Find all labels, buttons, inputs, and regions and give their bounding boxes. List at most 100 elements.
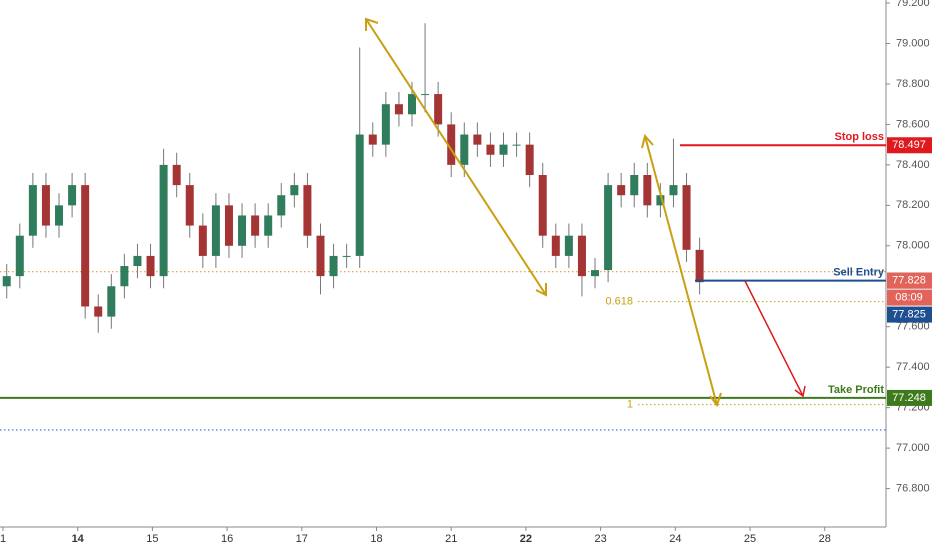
candle-body — [251, 215, 260, 236]
price-tag-label: 08:09 — [895, 292, 923, 304]
y-tick-label: 77.400 — [896, 361, 930, 373]
price-tag — [887, 306, 932, 323]
y-tick-label: 79.200 — [896, 0, 930, 9]
target-arrow — [744, 280, 804, 397]
y-tick-label: 78.400 — [896, 159, 930, 171]
candle-body — [617, 185, 626, 196]
candle-body — [460, 134, 469, 165]
price-tag — [887, 389, 932, 406]
price-tag — [887, 289, 932, 306]
candle-body — [538, 174, 547, 236]
drawings — [365, 17, 806, 408]
y-tick-label: 76.800 — [896, 482, 930, 494]
candle-body — [94, 306, 103, 317]
y-tick-label: 78.200 — [896, 199, 930, 211]
candle-body — [290, 185, 299, 196]
y-tick-label: 77.600 — [896, 321, 930, 333]
arrow-head — [535, 283, 547, 297]
x-tick-label: 16 — [221, 533, 233, 545]
candle-body — [15, 235, 24, 277]
candle-body — [669, 185, 678, 196]
fib-label: 1 — [627, 399, 633, 411]
x-tick-label: 17 — [296, 533, 308, 545]
candle-body — [303, 185, 312, 236]
candle-body — [329, 255, 338, 277]
price-tag — [887, 137, 932, 154]
candle-body — [55, 205, 64, 226]
price-tag-label: 77.825 — [892, 309, 926, 321]
trend-arrow — [644, 135, 718, 406]
candle-body — [211, 205, 220, 256]
x-tick-label: 21 — [445, 533, 457, 545]
candle-body — [551, 235, 560, 256]
candle-body — [473, 134, 482, 145]
arrow-head — [709, 392, 722, 408]
candle-body — [434, 94, 443, 125]
candle-body — [394, 104, 403, 115]
candle-body — [316, 235, 325, 277]
candle-body — [656, 195, 665, 206]
candle-body — [591, 270, 600, 277]
candle-body — [133, 255, 142, 267]
candle-body — [682, 185, 691, 250]
candle-body — [421, 94, 430, 96]
candle-body — [564, 235, 573, 256]
x-tick-label: 15 — [146, 533, 158, 545]
arrow-head — [365, 17, 379, 31]
candle-body — [486, 144, 495, 155]
x-tick-label: 22 — [520, 533, 532, 545]
fib-label: 0.618 — [605, 296, 633, 308]
candle-body — [264, 215, 273, 236]
x-tick-label: 24 — [669, 533, 681, 545]
candle-body — [695, 249, 704, 283]
x-tick-label: 28 — [819, 533, 831, 545]
candle-body — [630, 174, 639, 196]
candle-body — [81, 185, 90, 307]
candle-body — [604, 185, 613, 271]
candle-body — [525, 144, 534, 175]
x-tick-label: 25 — [744, 533, 756, 545]
level-label: Take Profit — [828, 384, 884, 396]
candle-body — [277, 195, 286, 216]
candle-body — [146, 255, 155, 277]
y-tick-label: 79.000 — [896, 37, 930, 49]
candle-body — [342, 255, 351, 257]
candle-body — [120, 266, 129, 287]
x-tick-label: 14 — [72, 533, 85, 545]
arrow-head — [794, 385, 806, 398]
candle-body — [185, 185, 194, 226]
x-tick-label: 18 — [370, 533, 382, 545]
y-tick-label: 78.800 — [896, 78, 930, 90]
level-label: Sell Entry — [833, 267, 885, 279]
candle-body — [198, 225, 207, 256]
candle-body — [2, 276, 11, 287]
candle-body — [41, 185, 50, 226]
candle-body — [577, 235, 586, 277]
price-tag-label: 77.828 — [892, 275, 926, 287]
candle-body — [447, 124, 456, 165]
candle-body — [28, 185, 37, 236]
y-tick-label: 77.000 — [896, 442, 930, 454]
price-tag — [887, 272, 932, 289]
candle-body — [224, 205, 233, 246]
y-tick-label: 78.600 — [896, 118, 930, 130]
candle-body — [368, 134, 377, 145]
arrow-head — [641, 133, 654, 149]
y-tick-label: 78.000 — [896, 240, 930, 252]
x-tick-label: 23 — [595, 533, 607, 545]
price-tag-label: 78.497 — [892, 139, 926, 151]
candle-body — [159, 164, 168, 277]
candle-body — [512, 144, 521, 146]
price-tag-label: 77.248 — [892, 392, 926, 404]
candle-body — [68, 185, 77, 206]
trend-arrow — [365, 18, 547, 296]
x-tick-label: 1 — [0, 533, 6, 545]
candle-body — [355, 134, 364, 256]
level-label: Stop loss — [834, 131, 884, 143]
candle-body — [643, 174, 652, 206]
candle-body — [172, 164, 181, 186]
candle-body — [407, 94, 416, 115]
candle-body — [499, 144, 508, 155]
